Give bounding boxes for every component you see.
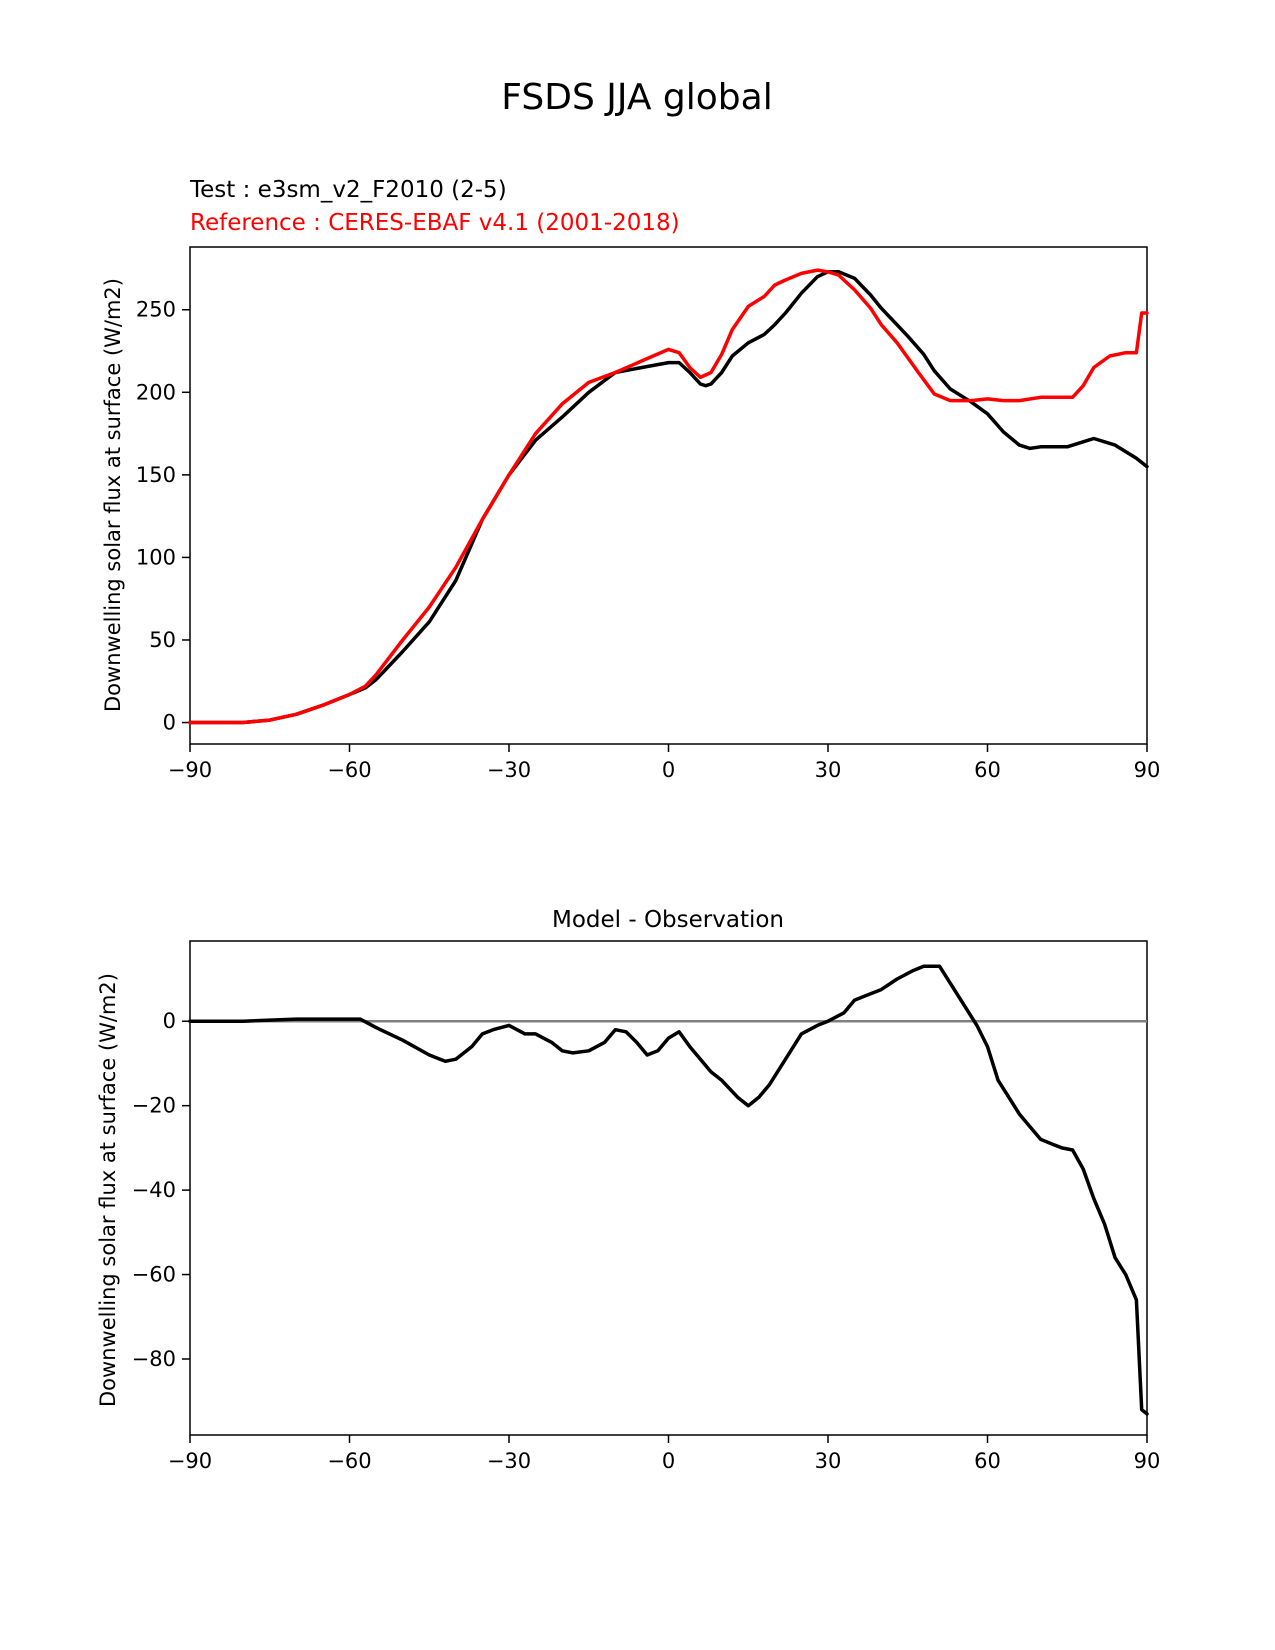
top-x-tick-label: 0 (662, 758, 675, 782)
bottom-series-group (188, 964, 1149, 1416)
top-series-test (188, 270, 1149, 725)
bottom-axis-ticks: −90 −60 −30 0 30 60 90 −80 −60 −40 −20 0 (132, 1009, 1161, 1473)
test-label: Test : e3sm_v2_F2010 (2-5) (189, 177, 507, 203)
top-x-tick-label: −90 (168, 758, 212, 782)
top-y-tick-label: 200 (136, 380, 176, 404)
top-y-tick-label: 0 (163, 711, 176, 735)
bottom-x-tick-label: 90 (1134, 1449, 1161, 1473)
top-x-tick-label: 60 (974, 758, 1001, 782)
top-y-axis-label: Downwelling solar flux at surface (W/m2) (101, 278, 125, 712)
bottom-x-tick-label: 0 (662, 1449, 675, 1473)
bottom-x-tick-label: −60 (327, 1449, 371, 1473)
top-series-reference (188, 268, 1149, 725)
bottom-y-tick-label: −80 (132, 1347, 176, 1371)
bottom-chart-title: Model - Observation (552, 907, 784, 933)
top-x-tick-label: 90 (1134, 758, 1161, 782)
bottom-y-tick-label: −20 (132, 1094, 176, 1118)
bottom-y-tick-label: −60 (132, 1263, 176, 1287)
top-x-tick-label: −60 (327, 758, 371, 782)
figure-title: FSDS JJA global (501, 77, 772, 118)
top-y-tick-label: 100 (136, 545, 176, 569)
top-y-tick-label: 150 (136, 463, 176, 487)
top-y-tick-label: 50 (149, 628, 176, 652)
bottom-y-tick-label: −40 (132, 1178, 176, 1202)
top-series-group (188, 268, 1149, 725)
bottom-y-axis-label: Downwelling solar flux at surface (W/m2) (96, 973, 120, 1407)
top-plot-frame (189, 246, 1148, 745)
bottom-x-tick-label: −90 (168, 1449, 212, 1473)
bottom-series-model-observation (188, 964, 1149, 1416)
bottom-x-tick-label: −30 (487, 1449, 531, 1473)
bottom-x-tick-label: 30 (815, 1449, 842, 1473)
bottom-x-tick-label: 60 (974, 1449, 1001, 1473)
top-x-tick-label: 30 (815, 758, 842, 782)
reference-label: Reference : CERES-EBAF v4.1 (2001-2018) (190, 210, 680, 236)
bottom-plot-frame (189, 940, 1148, 1436)
top-y-tick-label: 250 (136, 298, 176, 322)
top-axis-ticks: −90 −60 −30 0 30 60 90 0 50 100 150 200 250 (136, 298, 1160, 782)
top-chart: Test : e3sm_v2_F2010 (2-5) Reference : C… (101, 177, 1160, 782)
top-x-tick-label: −30 (487, 758, 531, 782)
bottom-chart: Model - Observation −90 −60 −30 0 30 60 90−80−… (96, 907, 1160, 1473)
bottom-y-tick-label: 0 (163, 1009, 176, 1033)
